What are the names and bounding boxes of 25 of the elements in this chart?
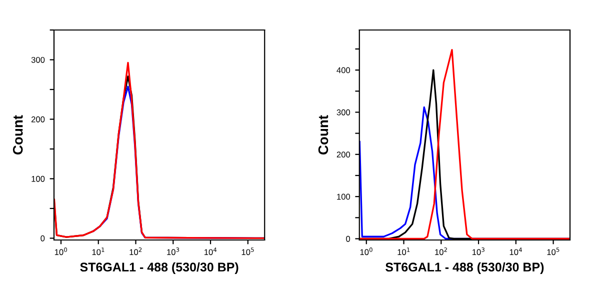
y-tick-label: 400	[336, 67, 350, 74]
x-tick-label: 10$^{4}$	[204, 248, 217, 256]
x-tick-label: 10$^{1}$	[92, 248, 104, 256]
x-tick-label: 10$^{0}$	[54, 247, 67, 256]
y-tick-label: 200	[31, 116, 45, 122]
x-tick-label: 10$^{5}$	[547, 248, 560, 256]
y-tick-label: 300	[31, 56, 45, 63]
x-tick-label: 10$^{0}$	[360, 247, 372, 256]
y-tick-label: 0	[40, 235, 45, 242]
x-tick-label: 10$^{3}$	[472, 247, 484, 256]
x-tick-label: 10$^{4}$	[510, 248, 522, 256]
x-axis-title: ST6GAL1 - 488 (530/30 BP)	[386, 262, 544, 274]
y-axis-title: Count	[12, 115, 23, 154]
y-tick-label: 200	[336, 152, 350, 158]
x-tick-label: 10$^{2}$	[435, 247, 447, 256]
y-axis-title: Count	[318, 115, 328, 154]
y-tick-label: 0	[346, 236, 350, 242]
x-tick-label: 10$^{5}$	[242, 248, 254, 256]
x-tick-label: 10$^{3}$	[167, 247, 180, 256]
y-tick-label: 300	[336, 109, 350, 116]
x-tick-label: 10$^{2}$	[130, 247, 142, 256]
x-tick-label: 10$^{1}$	[398, 248, 410, 256]
x-axis-title: ST6GAL1 - 488 (530/30 BP)	[80, 262, 238, 274]
y-tick-label: 100	[337, 194, 350, 200]
y-tick-label: 100	[32, 176, 45, 182]
